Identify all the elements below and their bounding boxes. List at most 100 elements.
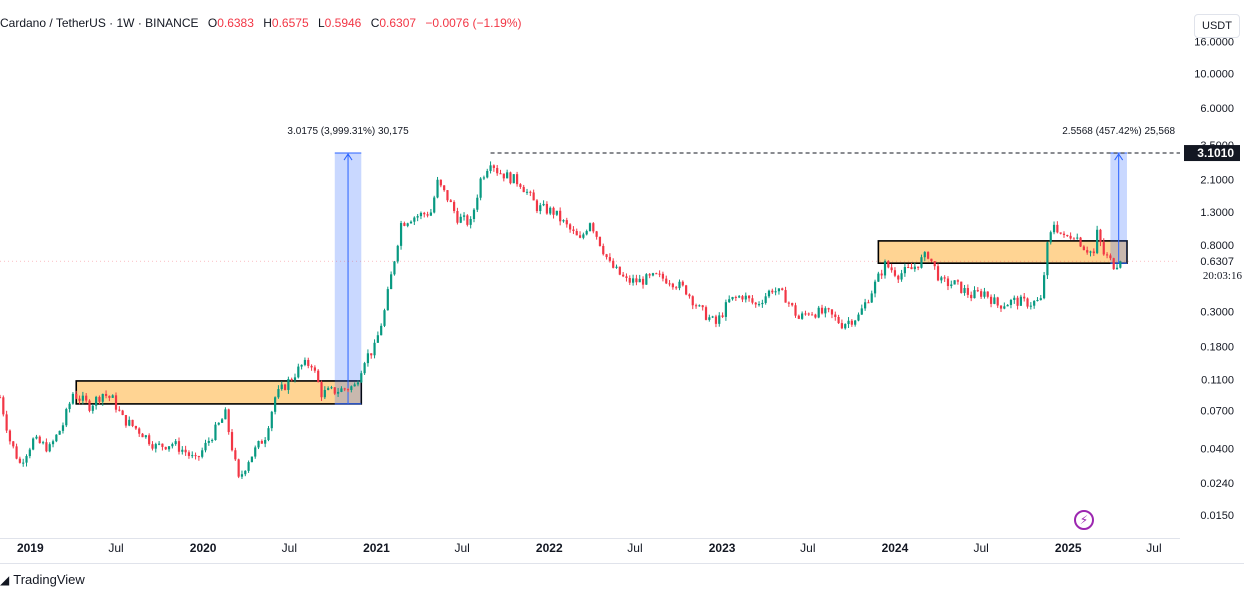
measure-label-1: 3.0175 (3,999.31%) 30,175 xyxy=(287,126,409,137)
candle-body-284 xyxy=(940,277,943,281)
candle-body-128 xyxy=(423,212,426,215)
candle-body-45 xyxy=(148,435,151,445)
candle-body-256 xyxy=(847,320,850,325)
symbol-title[interactable]: Cardano / TetherUS · 1W · BINANCE xyxy=(0,16,199,30)
candle-body-71 xyxy=(234,450,237,460)
candle-body-282 xyxy=(933,261,936,267)
candle-body-139 xyxy=(459,216,462,223)
candle-body-336 xyxy=(1112,258,1115,270)
candle-body-92 xyxy=(303,359,307,365)
candle-body-337 xyxy=(1115,267,1119,270)
candle-body-41 xyxy=(134,425,137,429)
candle-body-296 xyxy=(980,291,983,297)
candle-body-258 xyxy=(854,320,857,325)
candle-body-143 xyxy=(472,209,476,219)
candle-body-91 xyxy=(300,364,303,367)
candle-body-116 xyxy=(383,310,386,326)
candle-body-226 xyxy=(748,295,751,299)
candle-body-279 xyxy=(923,252,926,258)
candle-body-218 xyxy=(721,315,724,317)
x-tick-label-1: Jul xyxy=(108,541,123,555)
candle-body-219 xyxy=(724,302,727,317)
candle-body-114 xyxy=(376,335,379,343)
candle-body-221 xyxy=(731,296,734,300)
candle-body-102 xyxy=(336,391,340,394)
candle-body-170 xyxy=(562,220,565,222)
candle-body-5 xyxy=(15,446,18,459)
candle-body-145 xyxy=(479,178,482,198)
candle-body-199 xyxy=(658,273,661,275)
ath-price-badge xyxy=(1184,145,1240,162)
candle-body-310 xyxy=(1026,298,1029,307)
candle-body-195 xyxy=(645,274,648,285)
measure-arrowhead-1 xyxy=(343,153,353,161)
candle-body-64 xyxy=(211,440,214,442)
candle-body-81 xyxy=(267,428,270,441)
candle-body-260 xyxy=(860,308,863,315)
candle-body-276 xyxy=(913,266,916,270)
candle-body-302 xyxy=(999,305,1003,309)
candle-body-168 xyxy=(555,210,558,215)
y-tick-label-1: 10.0000 xyxy=(1194,69,1234,81)
candle-body-331 xyxy=(1096,229,1099,254)
candle-body-286 xyxy=(946,278,950,287)
candle-body-291 xyxy=(963,288,966,293)
low-label: L xyxy=(317,16,325,30)
y-tick-label-0: 16.0000 xyxy=(1194,37,1234,49)
candle-body-110 xyxy=(363,363,366,374)
candle-body-271 xyxy=(897,275,900,280)
candle-body-188 xyxy=(622,274,625,277)
candle-body-29 xyxy=(95,396,98,406)
x-tick-label-10: 2024 xyxy=(882,541,909,555)
candle-body-209 xyxy=(691,296,694,306)
candle-body-115 xyxy=(380,325,383,336)
last-price-badge xyxy=(1184,253,1242,284)
y-tick-label-13: 0.0150 xyxy=(1200,510,1234,522)
candle-body-119 xyxy=(393,261,396,275)
candle-body-242 xyxy=(801,313,804,319)
candle-body-314 xyxy=(1039,298,1042,301)
lightning-icon[interactable]: ⚡ xyxy=(1074,510,1094,530)
candle-body-210 xyxy=(694,305,698,307)
candle-body-24 xyxy=(78,398,81,401)
candle-body-104 xyxy=(343,388,346,390)
candle-body-298 xyxy=(986,291,989,297)
candle-body-94 xyxy=(310,365,313,368)
open-value: 0.6383 xyxy=(217,16,254,30)
tradingview-brand[interactable]: ◢ TradingView xyxy=(0,572,85,587)
candle-body-269 xyxy=(890,267,893,271)
candle-body-261 xyxy=(864,302,867,309)
currency-unit-button[interactable]: USDT xyxy=(1194,14,1240,38)
candle-body-93 xyxy=(307,359,310,366)
candle-body-303 xyxy=(1003,306,1006,309)
x-tick-label-7: Jul xyxy=(627,541,642,555)
candle-body-326 xyxy=(1079,237,1082,247)
y-tick-label-7: 0.3000 xyxy=(1200,307,1234,319)
candle-body-295 xyxy=(976,290,979,292)
candle-body-158 xyxy=(522,186,525,193)
candle-body-47 xyxy=(154,444,157,449)
candle-body-263 xyxy=(870,293,873,303)
candle-body-246 xyxy=(814,314,817,318)
candle-body-131 xyxy=(433,197,436,213)
candle-body-227 xyxy=(751,298,754,303)
candle-body-89 xyxy=(293,377,297,381)
candle-body-7 xyxy=(22,462,25,464)
candle-body-147 xyxy=(486,170,489,178)
candle-body-8 xyxy=(25,456,28,463)
candle-body-240 xyxy=(794,305,797,316)
candle-body-222 xyxy=(734,296,737,298)
candle-body-181 xyxy=(598,236,602,246)
candle-body-67 xyxy=(220,419,224,423)
candle-body-18 xyxy=(58,430,61,435)
y-tick-label-2: 6.0000 xyxy=(1200,103,1234,115)
candle-body-233 xyxy=(771,290,774,293)
candle-body-335 xyxy=(1109,255,1112,259)
candle-body-245 xyxy=(810,314,814,316)
candle-body-21 xyxy=(68,403,71,410)
candle-body-151 xyxy=(499,173,502,175)
candle-body-191 xyxy=(631,278,635,283)
candle-body-305 xyxy=(1009,299,1013,305)
candle-body-126 xyxy=(416,216,419,218)
